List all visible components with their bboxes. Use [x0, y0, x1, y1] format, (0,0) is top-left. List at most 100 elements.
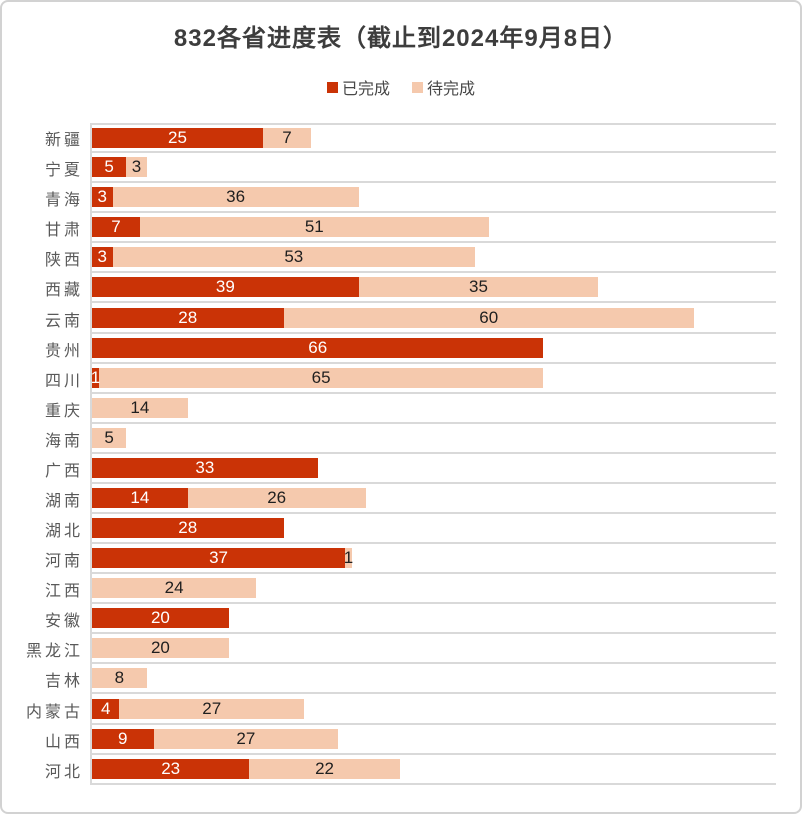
- stacked-bar: 14 26: [92, 487, 776, 508]
- bar-segment-done: 3: [92, 247, 113, 268]
- bar-value-todo: 27: [202, 698, 222, 718]
- stacked-bar: 24: [92, 578, 776, 599]
- chart-row: 甘肃 7 51: [2, 213, 776, 244]
- bar-value-todo: 26: [267, 487, 287, 507]
- chart-title: 832各省进度表（截止到2024年9月8日）: [173, 25, 629, 52]
- bar-segment-done: 20: [92, 608, 229, 629]
- category-label: 青海: [44, 192, 83, 210]
- bar-segment-todo: 26: [187, 487, 366, 508]
- bar-value-todo: 36: [226, 187, 246, 207]
- category-label: 河北: [44, 763, 83, 781]
- category-label: 甘肃: [44, 222, 83, 240]
- category-label: 安徽: [44, 613, 83, 631]
- bar-value-done: 23: [161, 758, 181, 778]
- bar-segment-todo: 53: [112, 247, 476, 268]
- bar-segment-todo: 20: [92, 638, 229, 659]
- bar-segment-done: 37: [92, 548, 346, 569]
- bar-value-done: 25: [168, 128, 187, 148]
- bar-segment-done: 28: [92, 518, 284, 539]
- category-label: 云南: [44, 312, 83, 330]
- bar-segment-done: 33: [92, 457, 318, 478]
- bar-segment-done: 1: [91, 367, 100, 388]
- bar-value-todo: 24: [164, 578, 184, 598]
- bar-value-done: 9: [118, 728, 128, 748]
- chart-row: 河南 37 1: [2, 544, 776, 575]
- bar-track: 33: [90, 453, 776, 484]
- bar-segment-todo: 35: [358, 277, 599, 298]
- bar-track: 3 36: [90, 183, 776, 214]
- bar-value-done: 4: [100, 698, 111, 718]
- stacked-bar: 37 1: [92, 548, 776, 569]
- bar-track: 37 1: [90, 544, 776, 575]
- plot-area: 新疆 25 7 宁夏 5 3 青海 3 36 甘肃 7 51 陕西 3 53 西藏 39 35 云南 28 60 贵州 66…: [2, 123, 776, 785]
- bar-segment-done: 14: [92, 487, 188, 508]
- chart-row: 广西 33: [2, 453, 776, 484]
- chart-row: 河北 23 22: [2, 754, 776, 785]
- chart-row: 重庆 14: [2, 393, 776, 424]
- legend-swatch-done-icon: [326, 81, 338, 93]
- bar-value-done: 3: [97, 247, 107, 267]
- stacked-bar: 28: [92, 518, 776, 539]
- bar-segment-done: 23: [92, 758, 250, 779]
- bar-value-done: 39: [215, 277, 235, 297]
- chart-row: 四川 1 65: [2, 363, 776, 394]
- bar-track: 28 60: [90, 303, 776, 334]
- bar-segment-todo: 14: [92, 397, 188, 418]
- chart-row: 山西 9 27: [2, 724, 776, 755]
- chart-row: 贵州 66: [2, 333, 776, 364]
- stacked-bar: 66: [92, 337, 776, 358]
- stacked-bar: 25 7: [92, 128, 776, 149]
- stacked-bar: 39 35: [92, 277, 776, 298]
- bar-segment-todo: 3: [126, 157, 147, 178]
- chart-row: 湖北 28: [2, 514, 776, 545]
- bar-value-todo: 3: [131, 157, 142, 177]
- bar-track: 25 7: [90, 123, 776, 154]
- stacked-bar: 33: [92, 457, 776, 478]
- bar-value-done: 37: [209, 548, 228, 568]
- bar-value-done: 5: [104, 157, 114, 177]
- category-label: 重庆: [44, 402, 83, 420]
- bar-track: 4 27: [90, 694, 776, 725]
- bar-value-todo: 27: [236, 728, 256, 748]
- stacked-bar: 3 53: [92, 247, 776, 268]
- legend-item-todo: 待完成: [412, 75, 475, 99]
- legend-label-done: 已完成: [341, 81, 390, 98]
- chart-row: 吉林 8: [2, 664, 776, 695]
- category-label: 吉林: [44, 673, 83, 691]
- stacked-bar: 28 60: [92, 307, 776, 328]
- bar-value-todo: 51: [304, 217, 324, 237]
- category-label: 宁夏: [44, 162, 83, 180]
- legend-swatch-todo-icon: [412, 81, 423, 93]
- bar-segment-todo: 7: [263, 128, 311, 149]
- stacked-bar: 4 27: [92, 698, 776, 719]
- bar-segment-todo: 8: [92, 668, 147, 689]
- category-label: 西藏: [44, 282, 83, 300]
- bar-segment-todo: 60: [283, 307, 694, 328]
- bar-segment-done: 25: [92, 128, 263, 149]
- category-label: 内蒙古: [25, 703, 83, 721]
- category-label: 四川: [44, 372, 83, 390]
- bar-segment-todo: 51: [139, 217, 489, 238]
- bar-value-done: 28: [178, 518, 198, 538]
- chart-row: 宁夏 5 3: [2, 153, 776, 184]
- chart-row: 安徽 20: [2, 604, 776, 635]
- bar-track: 7 51: [90, 213, 776, 244]
- bar-value-todo: 35: [468, 277, 488, 297]
- bar-track: 14: [90, 393, 776, 424]
- legend: 已完成 待完成: [2, 75, 800, 99]
- chart-row: 新疆 25 7: [2, 123, 776, 154]
- stacked-bar: 20: [92, 608, 776, 629]
- stacked-bar: 23 22: [92, 758, 776, 779]
- bar-segment-todo: 5: [92, 427, 127, 448]
- bar-segment-todo: 1: [344, 548, 353, 569]
- bar-segment-todo: 65: [98, 367, 544, 388]
- bar-track: 24: [90, 574, 776, 605]
- bar-segment-todo: 24: [92, 578, 257, 599]
- bar-track: 8: [90, 664, 776, 695]
- category-label: 湖北: [44, 523, 83, 541]
- chart-row: 内蒙古 4 27: [2, 694, 776, 725]
- category-label: 贵州: [44, 342, 83, 360]
